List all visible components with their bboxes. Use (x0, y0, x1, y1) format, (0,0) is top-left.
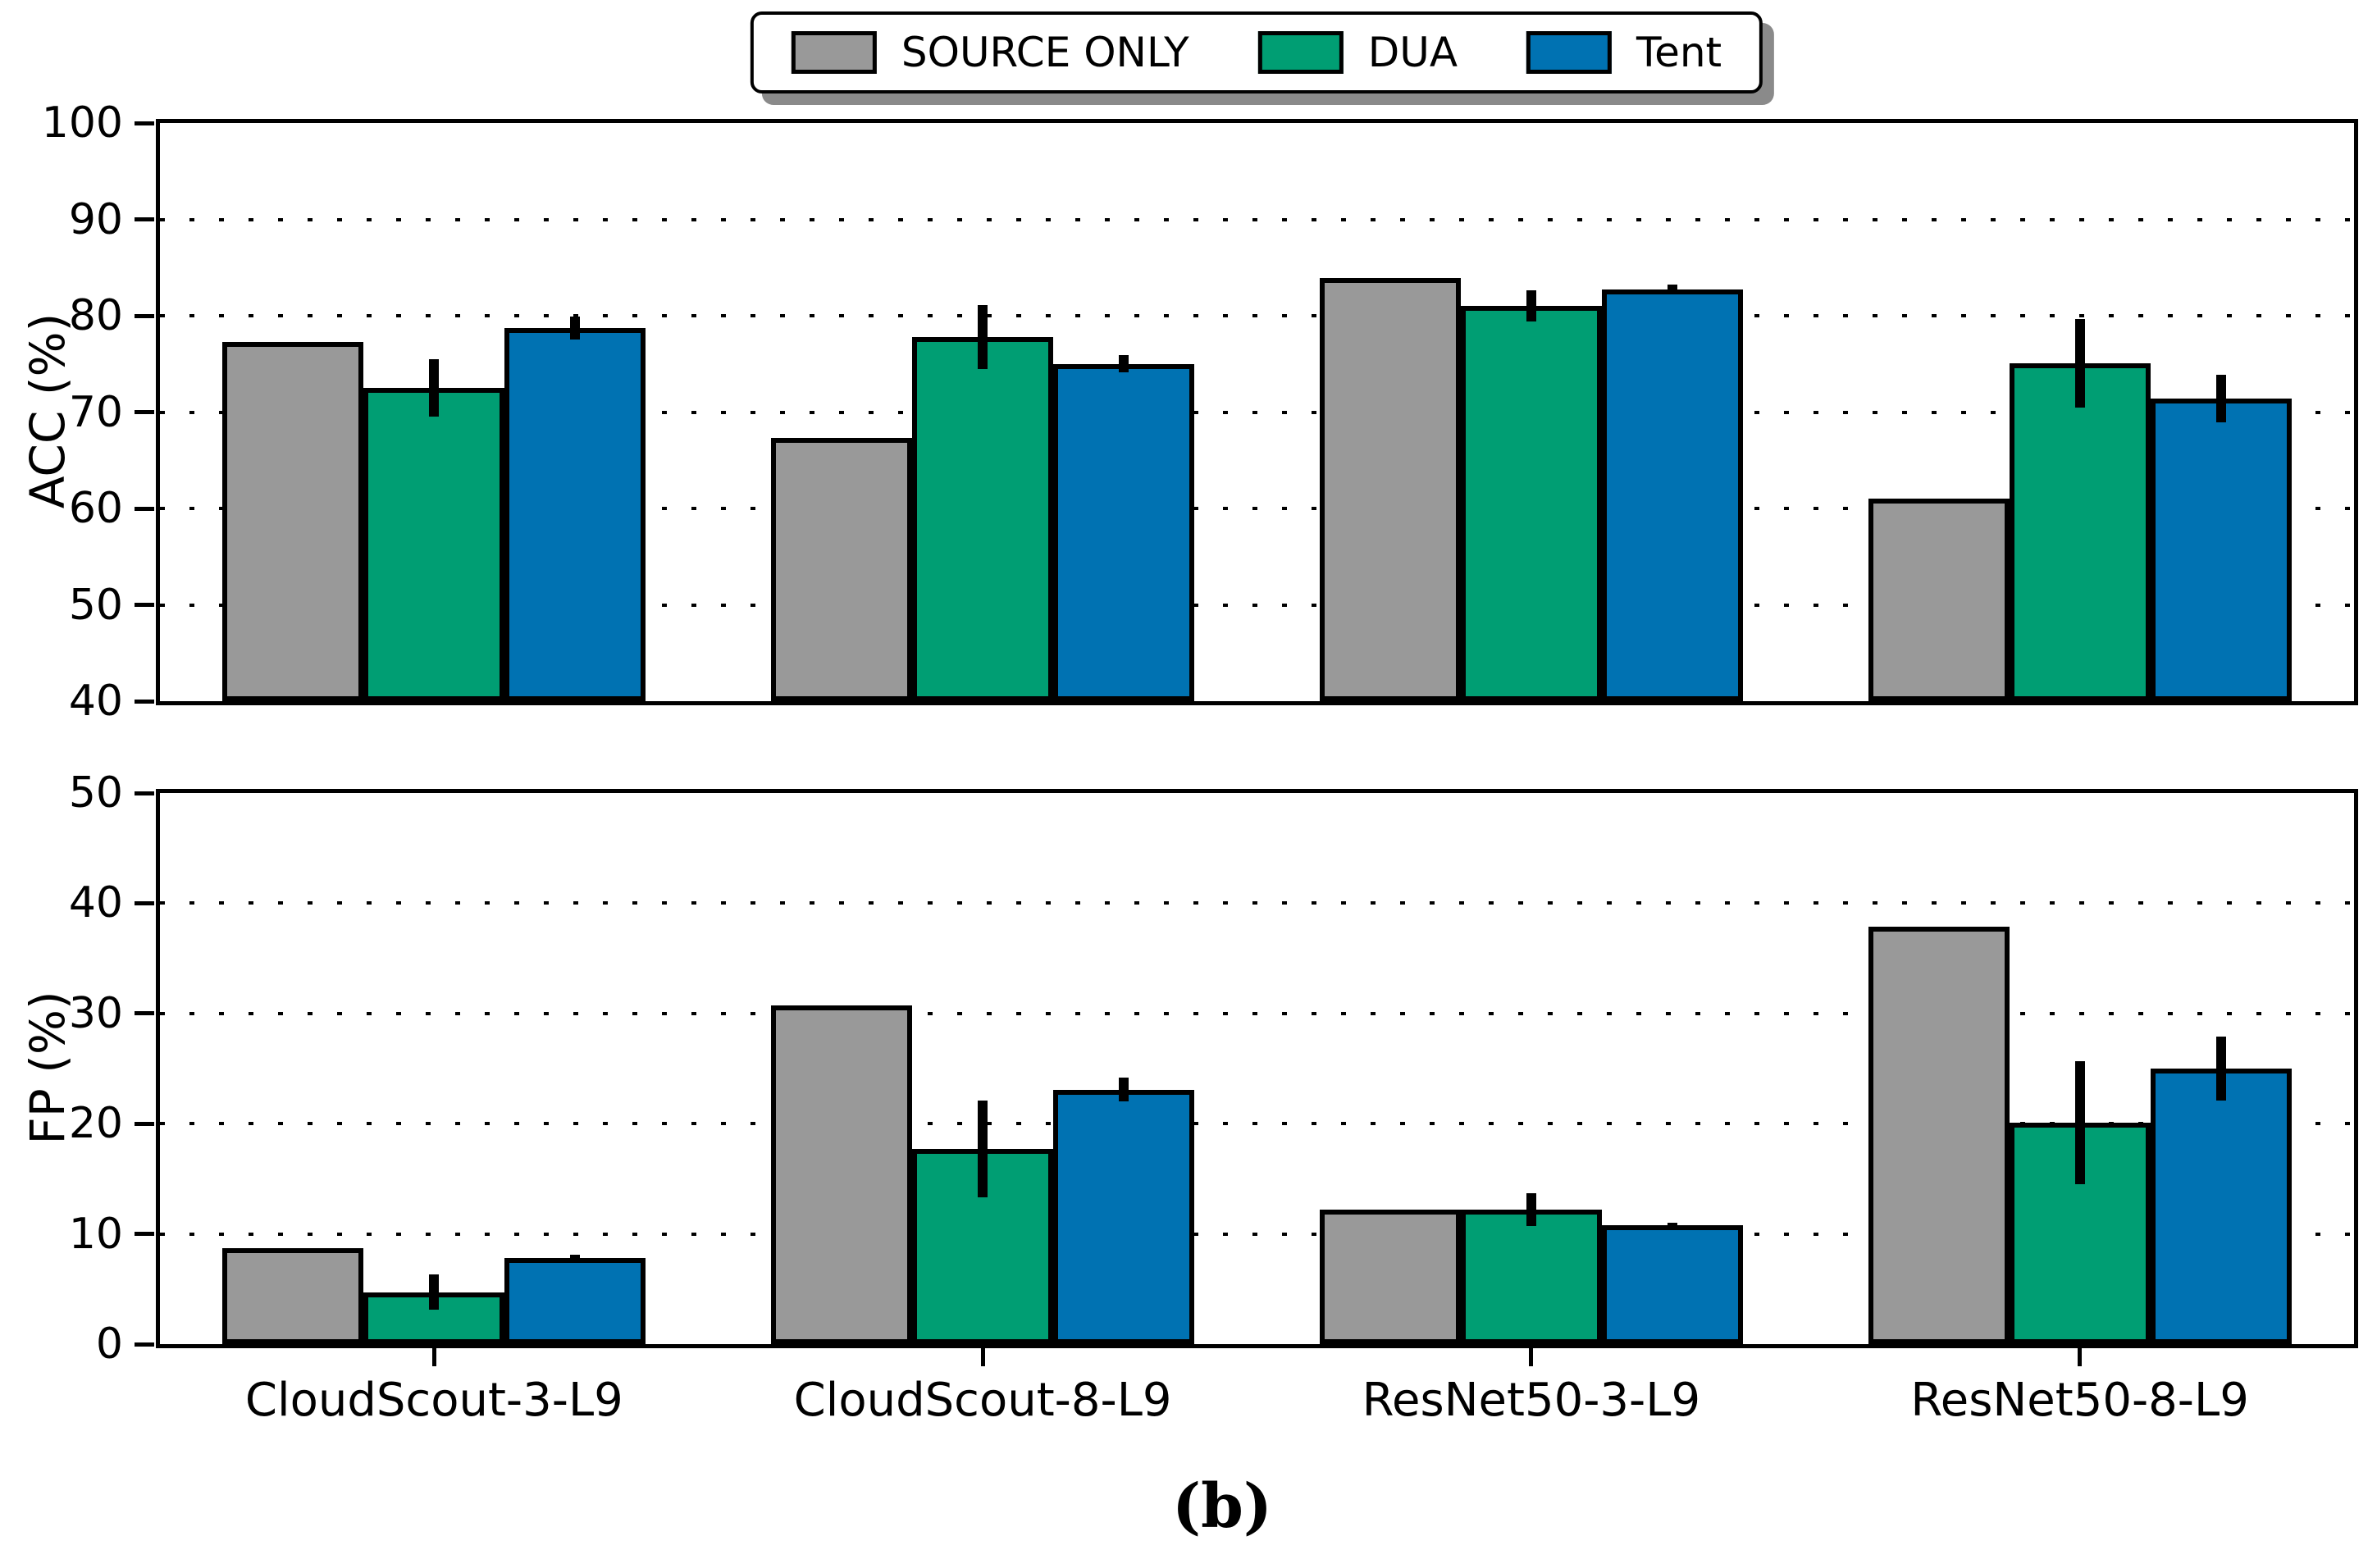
bar-tent-cloudscout-8-l9 (1053, 1089, 1195, 1344)
gridline (160, 603, 2354, 607)
bar-dua-resnet50-3-l9 (1460, 306, 1602, 701)
error-bar (978, 1100, 988, 1198)
error-bar (978, 305, 988, 369)
error-bar (1119, 355, 1129, 373)
y-tick-label: 80 (68, 291, 123, 340)
y-tick (135, 900, 154, 905)
legend-label-tent: Tent (1636, 29, 1722, 76)
bar-dua-resnet50-3-l9 (1460, 1210, 1602, 1344)
gridline (160, 507, 2354, 510)
bar-dua-cloudscout-8-l9 (912, 336, 1054, 701)
y-tick (135, 121, 154, 125)
gridline (160, 217, 2354, 221)
y-tick (135, 1011, 154, 1016)
x-tick (980, 1348, 985, 1366)
bar-tent-resnet50-8-l9 (2150, 399, 2292, 701)
fp-panel (156, 789, 2358, 1348)
x-tick (431, 1348, 436, 1366)
error-bar (2215, 374, 2226, 423)
error-bar (429, 1274, 440, 1310)
bar-source-only-cloudscout-8-l9 (771, 1005, 913, 1344)
legend-label-source-only: SOURCE ONLY (901, 29, 1189, 76)
error-bar (2074, 1060, 2085, 1185)
legend-item-tent: Tent (1526, 31, 1722, 74)
legend: SOURCE ONLY DUA Tent (750, 11, 1763, 93)
y-tick (135, 699, 154, 704)
legend-label-dua: DUA (1367, 29, 1458, 76)
y-tick-label: 40 (68, 677, 123, 726)
y-tick-label: 50 (68, 580, 123, 630)
bar-tent-resnet50-3-l9 (1601, 289, 1743, 701)
gridline (160, 1232, 2354, 1236)
bar-source-only-resnet50-8-l9 (1868, 926, 2010, 1344)
error-bar (2215, 1037, 2226, 1101)
x-tick (2078, 1348, 2083, 1366)
error-bar (2074, 318, 2085, 408)
y-tick-label: 60 (68, 484, 123, 533)
figure-caption: (b) (1172, 1471, 1272, 1542)
legend-swatch-tent (1526, 31, 1613, 74)
y-tick-label: 10 (68, 1209, 123, 1259)
y-tick-label: 100 (41, 98, 123, 148)
y-tick (135, 217, 154, 221)
bar-tent-cloudscout-8-l9 (1053, 363, 1195, 701)
bar-tent-cloudscout-3-l9 (504, 328, 646, 701)
gridline (160, 410, 2354, 414)
gridline (160, 1122, 2354, 1126)
y-tick (135, 1232, 154, 1237)
legend-item-dua: DUA (1257, 29, 1458, 76)
error-bar (570, 1255, 581, 1262)
bar-source-only-cloudscout-3-l9 (222, 1248, 364, 1344)
y-tick-label: 50 (68, 768, 123, 818)
y-tick-label: 20 (68, 1099, 123, 1149)
y-tick (135, 1121, 154, 1126)
bar-source-only-cloudscout-3-l9 (222, 341, 364, 701)
error-bar (1526, 1192, 1536, 1227)
bar-dua-resnet50-8-l9 (2009, 362, 2151, 701)
bar-source-only-resnet50-3-l9 (1319, 1210, 1461, 1344)
error-bar (429, 358, 440, 417)
acc-panel (156, 119, 2358, 705)
bar-source-only-resnet50-3-l9 (1319, 278, 1461, 701)
legend-swatch-dua (1257, 31, 1344, 74)
y-tick-label: 40 (68, 878, 123, 928)
x-tick-label: CloudScout-3-L9 (244, 1374, 623, 1427)
error-bar (1526, 290, 1536, 322)
error-bar (1667, 1223, 1677, 1228)
bar-source-only-cloudscout-8-l9 (771, 438, 913, 701)
y-tick-label: 0 (95, 1320, 123, 1369)
gridline (160, 1011, 2354, 1015)
bar-dua-cloudscout-8-l9 (912, 1149, 1054, 1344)
bar-tent-resnet50-3-l9 (1601, 1224, 1743, 1344)
x-tick-label: ResNet50-3-L9 (1362, 1374, 1701, 1427)
x-tick-label: CloudScout-8-L9 (793, 1374, 1172, 1427)
y-tick-label: 30 (68, 988, 123, 1038)
y-tick (135, 603, 154, 607)
y-tick (135, 506, 154, 511)
y-tick (135, 791, 154, 795)
bar-source-only-resnet50-8-l9 (1868, 499, 2010, 701)
error-bar (1119, 1077, 1129, 1102)
y-tick (135, 313, 154, 318)
bar-dua-cloudscout-3-l9 (363, 388, 505, 701)
gridline (160, 314, 2354, 317)
legend-swatch-source-only (791, 31, 877, 74)
y-tick-label: 70 (68, 387, 123, 437)
bar-dua-cloudscout-3-l9 (363, 1292, 505, 1344)
bar-tent-resnet50-8-l9 (2150, 1069, 2292, 1344)
bar-tent-cloudscout-3-l9 (504, 1258, 646, 1344)
y-tick-label: 90 (68, 194, 123, 244)
y-tick (135, 410, 154, 414)
error-bar (1667, 285, 1677, 295)
error-bar (570, 317, 581, 340)
x-tick-label: ResNet50-8-L9 (1910, 1374, 2249, 1427)
legend-item-source-only: SOURCE ONLY (791, 29, 1189, 76)
gridline (160, 901, 2354, 905)
y-tick (135, 1342, 154, 1347)
x-tick (1529, 1348, 1534, 1366)
